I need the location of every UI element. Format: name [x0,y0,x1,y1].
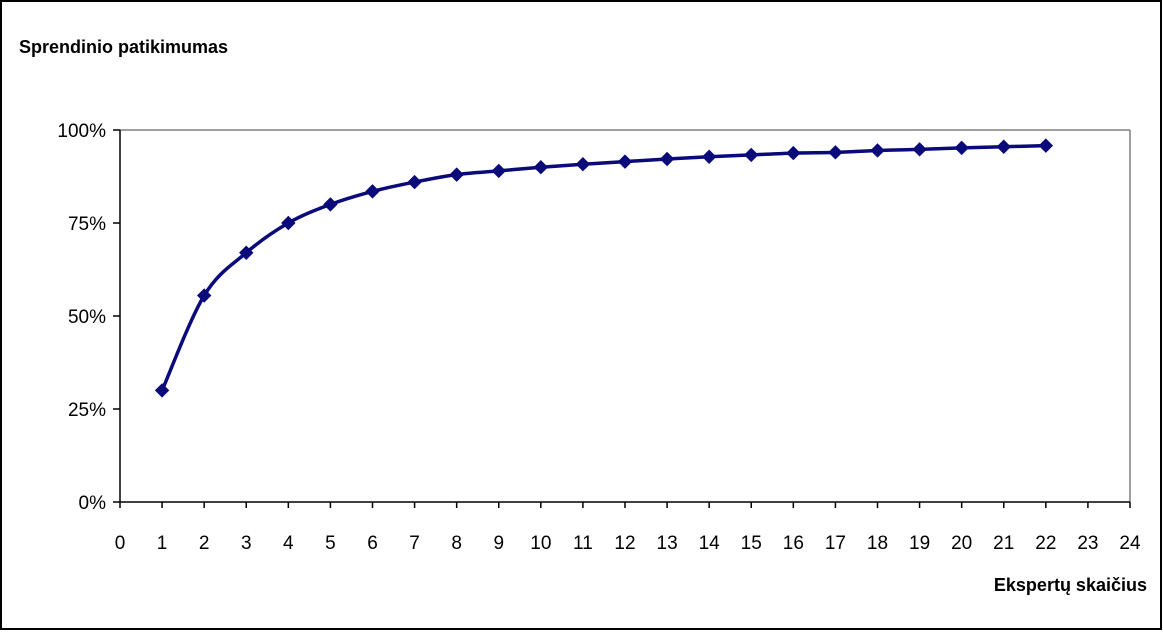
data-point-marker [786,145,801,161]
data-point-marker [407,174,422,190]
data-point-marker [828,145,843,160]
data-point-marker [912,142,927,157]
data-point-marker [323,197,338,212]
data-point-marker [239,245,254,260]
y-axis-title: Sprendinio patikimumas [19,37,228,57]
x-tick-label: 12 [614,533,635,554]
y-tick-label: 0% [79,493,107,514]
x-axis-title: Ekspertų skaičius [994,575,1147,595]
x-tick-label: 0 [115,533,126,554]
data-point-marker [744,147,759,163]
data-point-marker [1038,138,1054,153]
x-tick-label: 8 [451,533,462,554]
x-tick-label: 15 [741,533,762,554]
x-tick-label: 1 [157,533,168,554]
data-point-marker [954,140,969,156]
data-point-marker [870,143,885,158]
x-tick-label: 19 [909,533,930,554]
data-point-marker [491,163,506,179]
x-tick-label: 10 [530,533,551,554]
data-point-marker [701,149,717,164]
x-tick-label: 22 [1035,533,1056,554]
x-tick-label: 14 [699,533,721,554]
x-tick-label: 20 [951,533,972,554]
data-point-marker [996,139,1011,154]
x-tick-label: 2 [199,533,210,554]
x-tick-label: 23 [1077,533,1098,554]
data-point-marker [449,167,464,182]
axis-ticks: 0%25%50%75%100%0 1 2 3 4 5 6 7 8 9 10 11 12 13 14 15 16 1… [57,121,1141,554]
x-tick-label: 17 [825,533,846,554]
y-tick-label: 75% [68,214,106,235]
x-tick-label: 24 [1119,533,1141,554]
series-line [160,143,1046,392]
data-series [154,138,1054,398]
data-point-marker [281,215,296,231]
data-point-marker [533,159,549,175]
data-point-marker [617,154,633,169]
data-point-marker [365,184,380,199]
x-tick-label: 4 [283,533,294,554]
data-point-marker [659,151,675,167]
x-tick-label: 11 [573,533,593,554]
x-tick-label: 5 [325,533,336,554]
y-tick-label: 50% [68,307,106,328]
x-tick-label: 3 [241,533,252,554]
data-point-marker [196,288,212,303]
data-point-marker [575,157,591,172]
x-tick-label: 6 [367,533,378,554]
x-tick-label: 18 [867,533,888,554]
y-tick-label: 100% [57,121,106,142]
x-tick-label: 9 [493,533,504,554]
y-tick-label: 25% [68,400,106,421]
x-tick-label: 21 [993,533,1014,554]
x-tick-label: 13 [657,533,678,554]
data-point-marker [154,383,170,398]
x-tick-label: 16 [783,533,804,554]
x-tick-label: 7 [409,533,420,554]
